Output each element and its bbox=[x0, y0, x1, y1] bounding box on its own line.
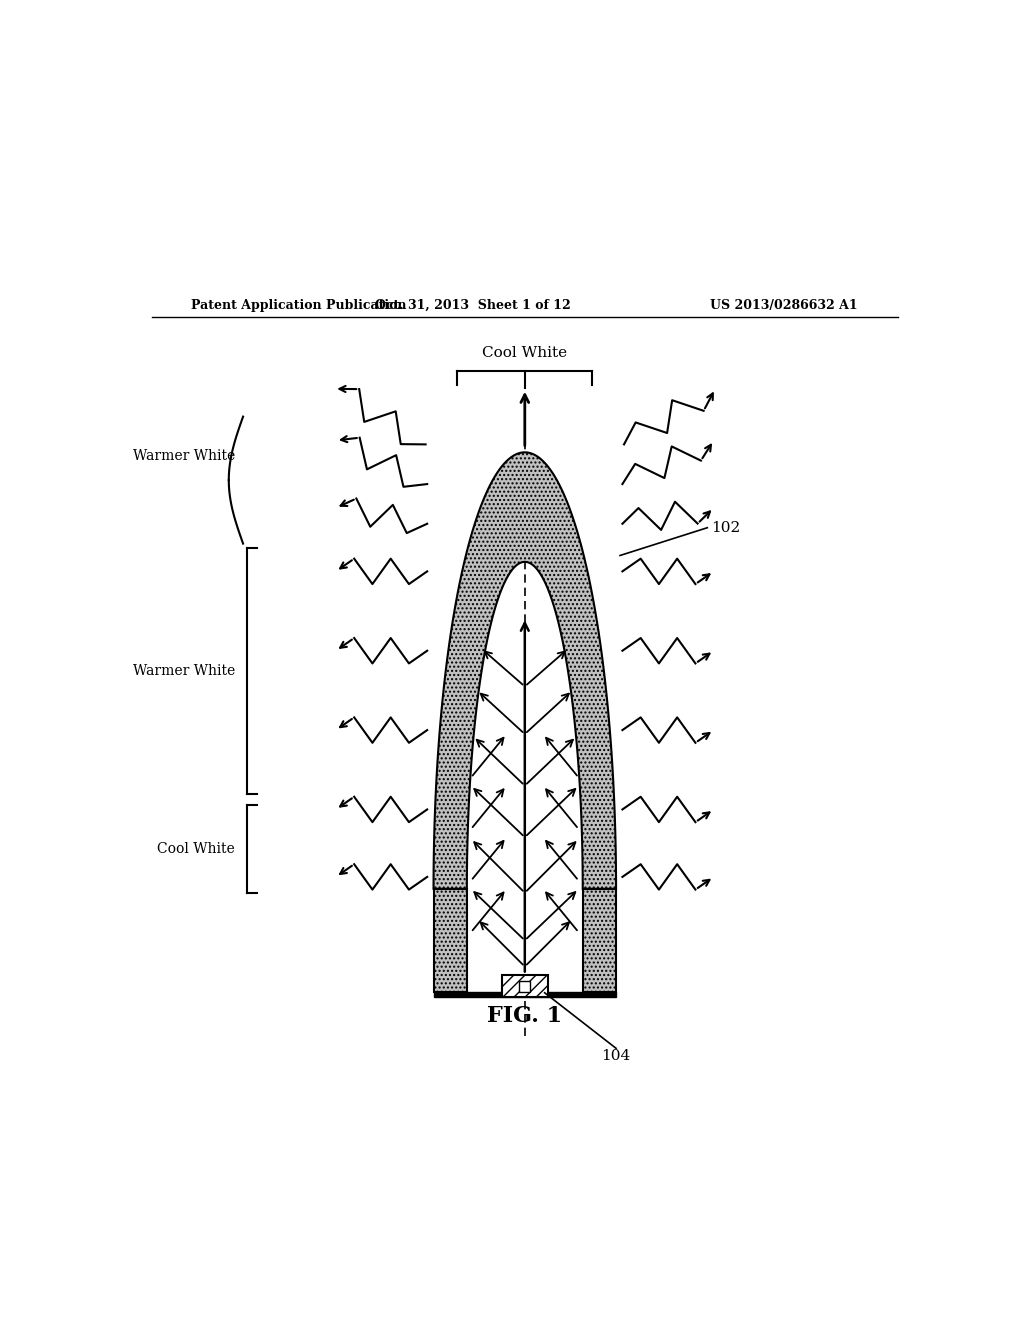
Polygon shape bbox=[583, 888, 616, 991]
Polygon shape bbox=[502, 974, 548, 997]
Polygon shape bbox=[519, 981, 530, 991]
Text: Warmer White: Warmer White bbox=[133, 664, 236, 677]
Text: Cool White: Cool White bbox=[482, 346, 567, 360]
Text: Oct. 31, 2013  Sheet 1 of 12: Oct. 31, 2013 Sheet 1 of 12 bbox=[376, 300, 571, 312]
Text: Warmer White: Warmer White bbox=[133, 449, 236, 463]
Text: 104: 104 bbox=[601, 1049, 631, 1063]
Polygon shape bbox=[433, 453, 616, 888]
Text: FIG. 1: FIG. 1 bbox=[487, 1005, 562, 1027]
Text: Patent Application Publication: Patent Application Publication bbox=[191, 300, 407, 312]
Text: US 2013/0286632 A1: US 2013/0286632 A1 bbox=[711, 300, 858, 312]
Text: 102: 102 bbox=[712, 520, 740, 535]
Text: Cool White: Cool White bbox=[158, 842, 236, 857]
Polygon shape bbox=[433, 991, 616, 997]
Polygon shape bbox=[433, 888, 467, 991]
